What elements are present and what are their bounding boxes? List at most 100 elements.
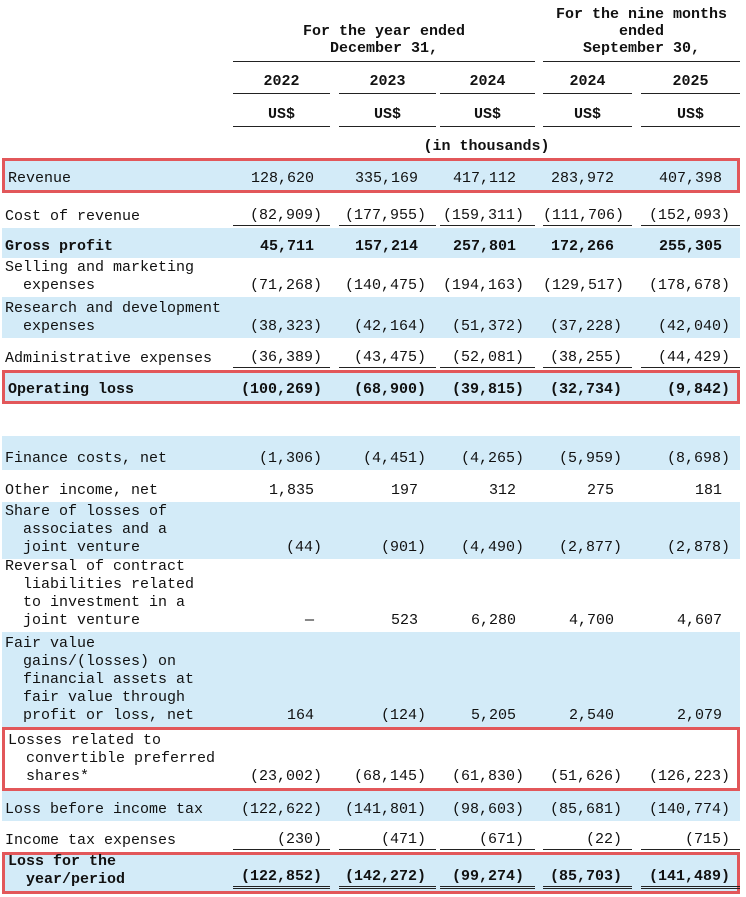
cell-value: (140,774): [648, 801, 730, 818]
cell-value: (98,603): [451, 801, 524, 818]
cell-value: —: [304, 612, 314, 629]
year-header: 2023: [339, 71, 436, 94]
label-line: Finance costs, net: [5, 450, 168, 467]
cell-value: (4,265): [460, 450, 524, 467]
cell-value: (2,878): [666, 539, 730, 556]
cell-value: 45,711: [259, 238, 314, 255]
row-label: Losses related to convertible preferred sh…: [8, 732, 233, 786]
label-line: Reversal of contract: [5, 558, 186, 575]
cell-value: 407,398: [658, 170, 722, 187]
label-line: Share of losses of: [5, 503, 168, 520]
header-line: September 30,: [582, 40, 701, 57]
cell-value: (126,223): [648, 768, 730, 785]
label-line: Fair value: [5, 635, 96, 652]
cell-value: (4,451): [362, 450, 426, 467]
cell-value: (141,489): [641, 868, 740, 889]
cell-value: (52,081): [440, 349, 535, 368]
cell-value: (4,490): [460, 539, 524, 556]
cell-value: 157,214: [354, 238, 418, 255]
label-line: fair value through: [23, 689, 186, 706]
cell-value: 417,112: [452, 170, 516, 187]
cell-value: (141,801): [344, 801, 426, 818]
row-label: Income tax expenses: [5, 832, 230, 850]
label-line: associates and a: [23, 521, 168, 538]
table-row: Fair value gains/(losses) on financial ass…: [2, 632, 740, 727]
cell-value: 312: [488, 482, 516, 499]
cell-value: 275: [586, 482, 614, 499]
table-row: Cost of revenue (82,909) (177,955) (159,311…: [2, 195, 740, 228]
cell-value: (230): [233, 831, 330, 850]
cell-value: (1,306): [258, 450, 322, 467]
cell-value: 4,700: [568, 612, 614, 629]
table-row: Administrative expenses (36,389) (43,475)(…: [2, 338, 740, 370]
cell-value: (61,830): [451, 768, 524, 785]
rule: [543, 61, 740, 62]
row-label: Other income, net: [5, 482, 230, 500]
cell-value: 1,835: [268, 482, 314, 499]
cell-value: 4,607: [676, 612, 722, 629]
table-row: Research and development expenses (38,323)…: [2, 297, 740, 338]
table-row: Finance costs, net (1,306) (4,451) (4,265) (…: [2, 436, 740, 470]
cell-value: (471): [339, 831, 436, 850]
cell-value: (124): [380, 707, 426, 724]
year-header: 2024: [440, 71, 535, 94]
label-line: expenses: [23, 277, 96, 294]
cell-value: (159,311): [440, 207, 535, 226]
currency-header: US$: [339, 104, 436, 127]
label-line: Gross profit: [5, 238, 114, 255]
cell-value: (71,268): [249, 277, 322, 294]
cell-value: 181: [694, 482, 722, 499]
row-label: Share of losses of associates and a joint …: [5, 503, 230, 557]
row-label: Loss for the year/period: [8, 853, 233, 889]
cell-value: (68,145): [353, 768, 426, 785]
label-line: profit or loss, net: [23, 707, 195, 724]
unit-note: (in thousands): [423, 138, 550, 155]
group-header: For the year ended December 31,: [233, 23, 535, 57]
label-line: Selling and marketing: [5, 259, 195, 276]
row-label: Selling and marketing expenses: [5, 259, 230, 295]
row-label: Reversal of contract liabilities related t…: [5, 558, 230, 630]
header-line: December 31,: [329, 40, 439, 57]
table-row: Reversal of contract liabilities related t…: [2, 558, 740, 632]
row-label: Cost of revenue: [5, 208, 230, 226]
cell-value: (44): [285, 539, 322, 556]
cell-value: (32,734): [549, 381, 622, 398]
label-line: financial assets at: [23, 671, 195, 688]
cell-value: 283,972: [550, 170, 614, 187]
table-row: Losses related to convertible preferred sh…: [2, 727, 740, 791]
cell-value: (38,255): [543, 349, 632, 368]
label-line: Research and development: [5, 300, 222, 317]
cell-value: 164: [286, 707, 314, 724]
cell-value: (36,389): [233, 349, 330, 368]
table-row: Loss before income tax (122,622) (141,801)…: [2, 791, 740, 821]
table-row: Gross profit 45,711 157,214 257,801 172,266 2…: [2, 228, 740, 258]
label-line: to investment in a: [23, 594, 186, 611]
cell-value: (22): [543, 831, 632, 850]
label-line: liabilities related: [23, 576, 195, 593]
year-header: 2025: [641, 71, 740, 94]
cell-value: (671): [440, 831, 535, 850]
currency-header: US$: [543, 104, 632, 127]
table-row: Selling and marketing expenses (71,268) (14…: [2, 258, 740, 297]
cell-value: (82,909): [233, 207, 330, 226]
label-line: Cost of revenue: [5, 208, 141, 225]
label-line: Revenue: [8, 170, 72, 187]
cell-value: 2,079: [676, 707, 722, 724]
label-line: Operating loss: [8, 381, 135, 398]
cell-value: (194,163): [442, 277, 524, 294]
cell-value: (715): [641, 831, 740, 850]
cell-value: (9,842): [666, 381, 730, 398]
currency-header: US$: [233, 104, 330, 127]
row-label: Finance costs, net: [5, 450, 230, 468]
row-label: Gross profit: [5, 238, 230, 256]
cell-value: 172,266: [550, 238, 614, 255]
table-row: Operating loss (100,269) (68,900) (39,815) (…: [2, 370, 740, 404]
header-line: ended: [618, 23, 664, 40]
rule: [233, 61, 535, 62]
cell-value: (42,164): [353, 318, 426, 335]
cell-value: (129,517): [543, 277, 625, 294]
cell-value: 6,280: [470, 612, 516, 629]
currency-header: US$: [641, 104, 740, 127]
table-row: Income tax expenses (230) (471) (671) (22) (7…: [2, 821, 740, 852]
